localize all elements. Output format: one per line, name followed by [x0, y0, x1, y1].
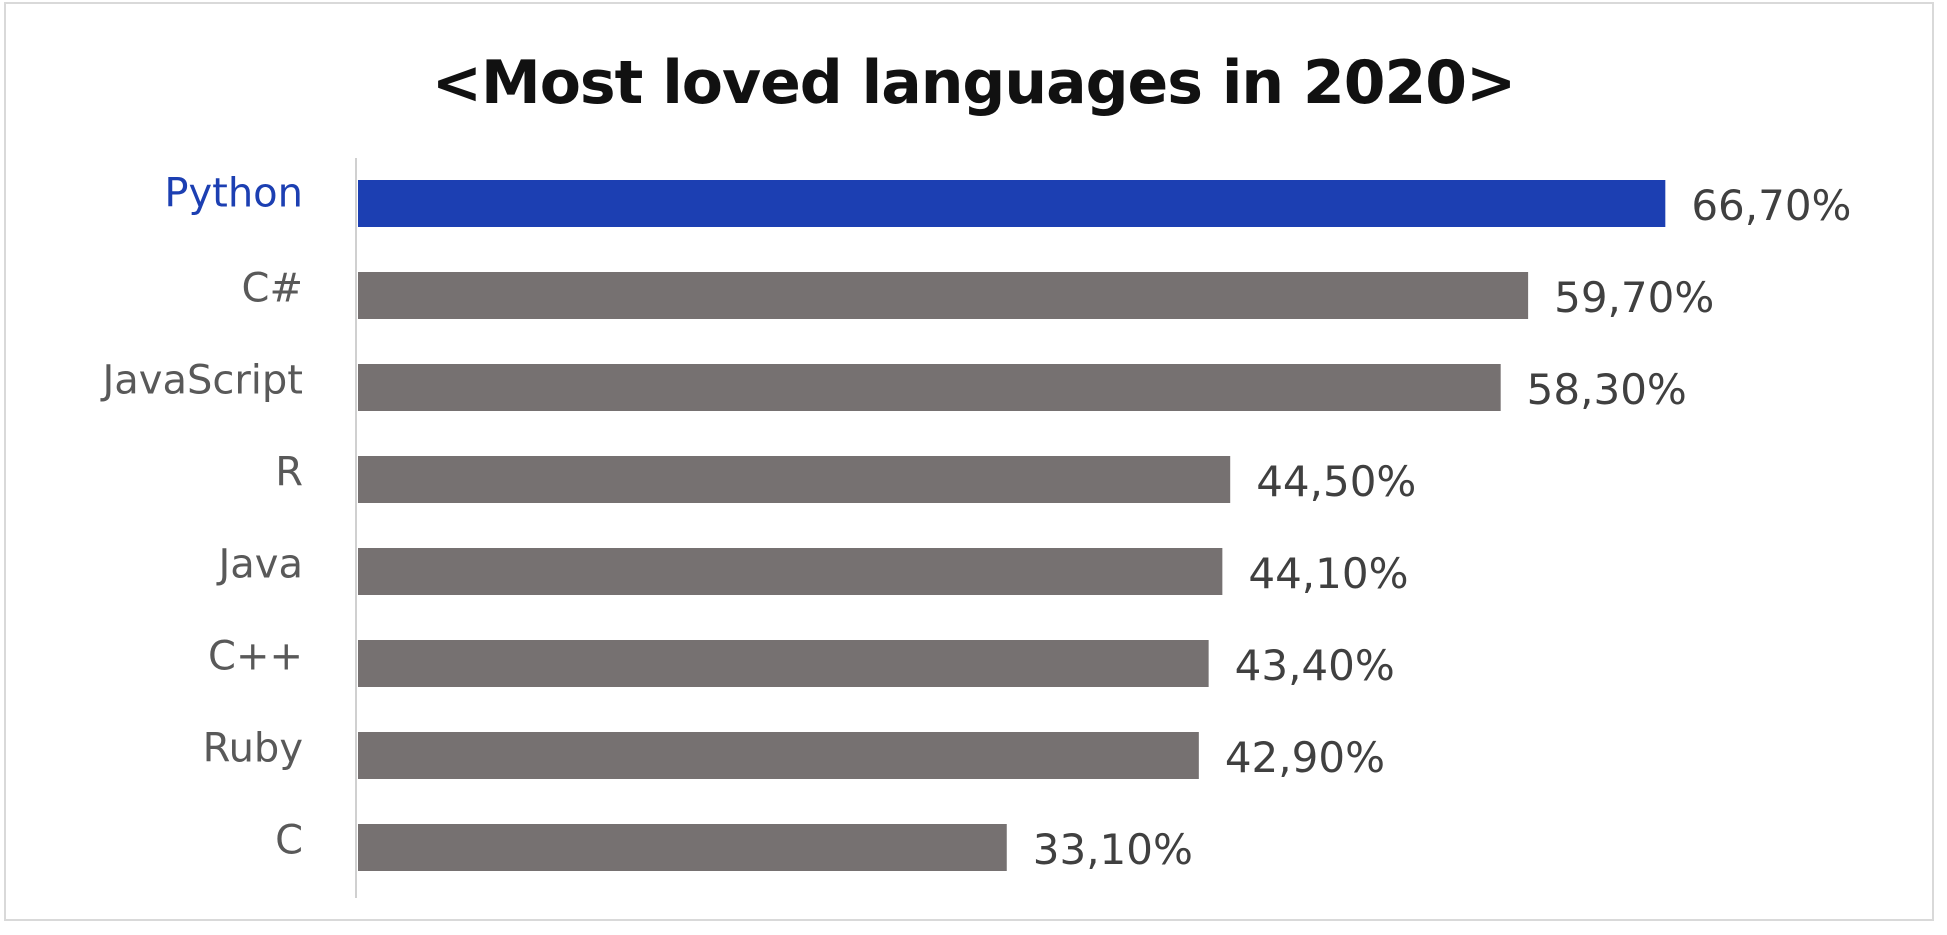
category-label-java: Java	[216, 542, 304, 588]
chart-title: <Most loved languages in 2020>	[431, 48, 1517, 118]
category-label-javascript: JavaScript	[99, 358, 303, 404]
value-label-csharp: 59,70%	[1554, 273, 1714, 322]
value-label-r: 44,50%	[1256, 457, 1416, 506]
category-label-cplusplus: C++	[208, 634, 303, 680]
category-label-python: Python	[164, 171, 303, 217]
value-label-ruby: 42,90%	[1225, 733, 1385, 782]
bar-python	[358, 180, 1666, 227]
value-label-javascript: 58,30%	[1527, 365, 1687, 414]
bar-javascript	[358, 364, 1501, 411]
bar-java	[358, 548, 1223, 595]
value-label-java: 44,10%	[1248, 549, 1408, 598]
value-label-cplusplus: 43,40%	[1235, 641, 1395, 690]
category-labels-group: Python C# JavaScript R Java C++ Ruby C	[99, 171, 303, 864]
bar-csharp	[358, 272, 1529, 319]
bar-ruby	[358, 732, 1199, 779]
value-label-c: 33,10%	[1033, 825, 1193, 874]
value-label-python: 66,70%	[1691, 181, 1851, 230]
bar-r	[358, 456, 1231, 503]
category-label-csharp: C#	[242, 266, 303, 312]
category-label-c: C	[275, 818, 303, 864]
bar-c	[358, 824, 1007, 871]
category-label-r: R	[275, 450, 303, 496]
bars-group	[358, 180, 1666, 871]
bar-cplusplus	[358, 640, 1209, 687]
value-labels-group: 66,70% 59,70% 58,30% 44,50% 44,10% 43,40% 42,9…	[1033, 181, 1852, 874]
category-label-ruby: Ruby	[203, 726, 303, 772]
